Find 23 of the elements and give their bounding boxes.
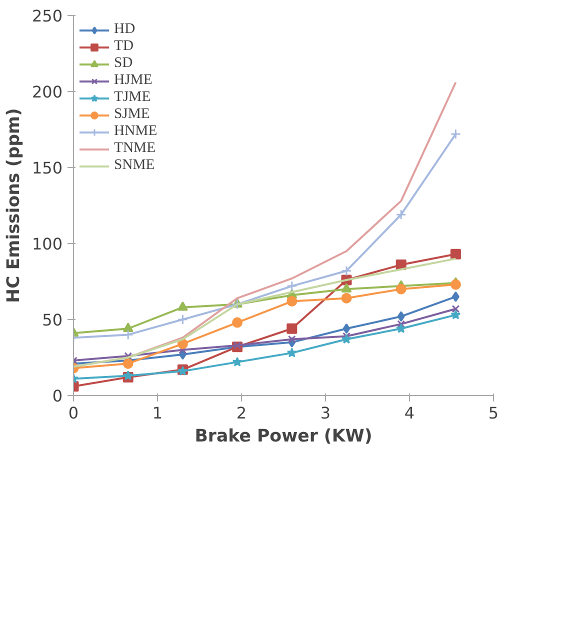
legend-label: TNME xyxy=(114,140,156,157)
y-tick-label: 100 xyxy=(32,234,63,254)
x-tick-label: 5 xyxy=(488,404,499,422)
legend-label: TD xyxy=(114,38,134,55)
x-tick-label: 1 xyxy=(152,404,163,422)
legend-label: HD xyxy=(114,21,136,38)
x-tick-label: 2 xyxy=(236,404,247,422)
legend-label: TJME xyxy=(114,89,151,106)
y-tick-label: 0 xyxy=(52,386,63,406)
x-tick-label: 3 xyxy=(320,404,331,422)
y-tick-label: 200 xyxy=(32,82,63,102)
x-axis-title: Brake Power (KW) xyxy=(194,426,372,446)
legend-label: SJME xyxy=(114,106,150,123)
legend-label: SNME xyxy=(114,157,155,174)
x-tick-label: 4 xyxy=(404,404,415,422)
legend-label: HNME xyxy=(114,123,158,140)
y-axis-title: HC Emissions (ppm) xyxy=(4,108,24,303)
y-tick-label: 250 xyxy=(32,6,63,26)
legend-label: HJME xyxy=(114,72,152,89)
y-tick-label: 50 xyxy=(42,310,62,330)
y-tick-label: 150 xyxy=(32,158,63,178)
legend-label: SD xyxy=(114,55,134,72)
x-tick-label: 0 xyxy=(68,404,79,422)
